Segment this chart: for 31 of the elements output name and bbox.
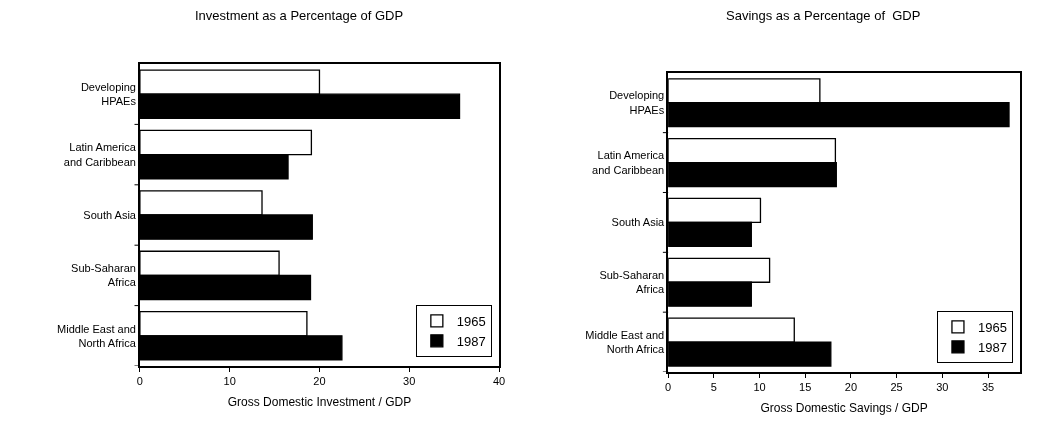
legend-label: 1965 [456, 313, 486, 329]
x-axis-title: Gross Domestic Investment / GDP [227, 395, 412, 410]
legend-label: 1987 [977, 339, 1007, 355]
x-tick-label: 20 [844, 380, 858, 393]
y-tick-label: Latin America and Caribbean [592, 149, 666, 176]
x-tick-label: 15 [799, 380, 812, 393]
x-tick-label: 10 [753, 380, 766, 393]
x-tick-label: 30 [403, 374, 416, 387]
y-tick-label: Middle East and North Africa [57, 322, 137, 349]
x-tick-label: 40 [492, 374, 506, 387]
x-tick-label: 10 [223, 374, 236, 387]
legend-label: 1965 [977, 320, 1007, 336]
y-tick-label: Developing HPAEs [609, 89, 665, 116]
x-tick-label: 35 [981, 380, 995, 393]
y-tick-label: South Asia [611, 216, 666, 229]
chart-title: Investment as a Percentage of GDP [195, 8, 404, 23]
y-tick-label: South Asia [83, 208, 137, 221]
x-tick-label: 0 [136, 374, 143, 387]
legend-label: 1987 [456, 333, 486, 349]
y-tick-label: Middle East and North Africa [585, 328, 666, 356]
chart-title: Savings as a Percentage of GDP [726, 8, 921, 23]
y-tick-label: Sub-Saharan Africa [599, 268, 666, 296]
x-axis-title: Gross Domestic Savings / GDP [760, 401, 928, 416]
x-tick-label: 25 [890, 380, 903, 393]
y-tick-label: Latin America and Caribbean [63, 141, 137, 168]
x-tick-label: 30 [936, 380, 949, 393]
x-tick-label: 20 [313, 374, 326, 387]
x-tick-label: 5 [710, 380, 717, 393]
y-tick-label: Developing HPAEs [80, 80, 137, 108]
x-tick-label: 0 [665, 380, 672, 393]
y-tick-label: Sub-Saharan Africa [71, 262, 137, 289]
